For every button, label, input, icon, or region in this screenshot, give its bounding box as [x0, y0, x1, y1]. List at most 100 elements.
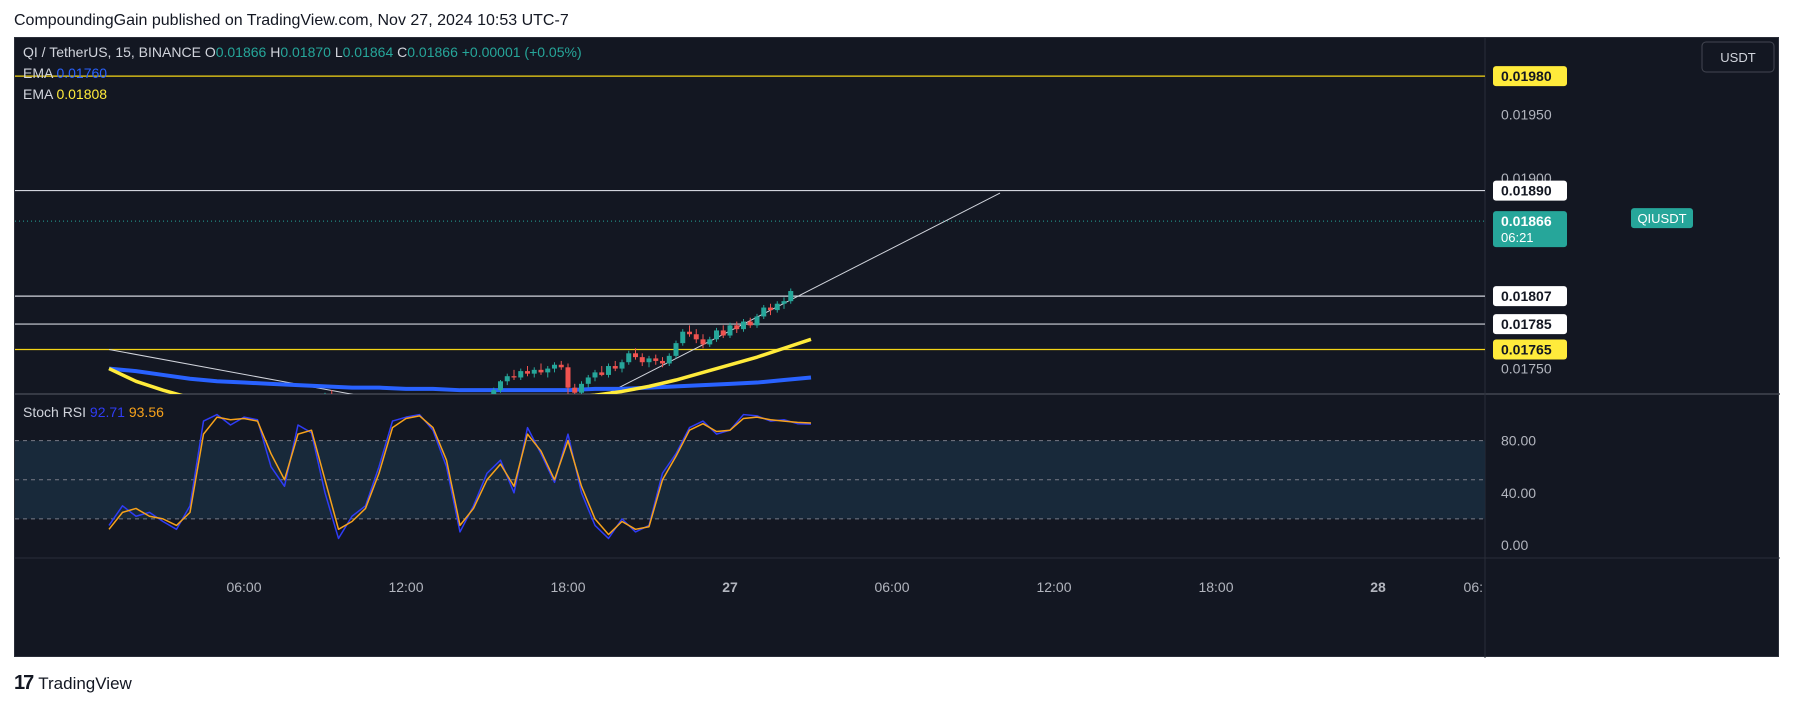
price-tag[interactable]: 0.01807: [1493, 286, 1567, 307]
candle-body[interactable]: [558, 364, 564, 368]
candle-body[interactable]: [478, 404, 483, 405]
candle-body[interactable]: [485, 395, 490, 405]
candle-body[interactable]: [356, 399, 361, 403]
currency-button[interactable]: USDT: [1701, 41, 1775, 73]
chart-frame[interactable]: QI / TetherUS, 15, BINANCE O0.01866 H0.0…: [14, 37, 1780, 658]
candle-body[interactable]: [538, 369, 544, 373]
price-tag[interactable]: 0.01980: [1493, 66, 1567, 87]
candle-body[interactable]: [714, 330, 719, 340]
candle-body[interactable]: [754, 316, 760, 326]
candle-body[interactable]: [431, 411, 436, 414]
currency-button-label[interactable]: USDT: [1720, 50, 1755, 65]
candle-body[interactable]: [545, 368, 551, 373]
candle-body[interactable]: [693, 334, 699, 340]
candle-body[interactable]: [606, 366, 611, 375]
candle-body[interactable]: [552, 364, 557, 369]
candle-body[interactable]: [464, 408, 469, 411]
ohlc-legend[interactable]: QI / TetherUS, 15, BINANCE O0.01866 H0.0…: [23, 44, 582, 102]
candle-body[interactable]: [525, 371, 530, 374]
chart-canvas[interactable]: QI / TetherUS, 15, BINANCE O0.01866 H0.0…: [15, 38, 1780, 658]
candle-body[interactable]: [498, 381, 503, 391]
last-price-box[interactable]: [1493, 211, 1567, 248]
price-tag[interactable]: 0.01765: [1493, 339, 1567, 360]
candle-body[interactable]: [572, 387, 578, 393]
candle-body[interactable]: [680, 331, 686, 344]
candle-body[interactable]: [343, 398, 348, 402]
stoch-d-line[interactable]: [108, 415, 812, 536]
candle-body[interactable]: [788, 291, 794, 302]
candle-body[interactable]: [774, 303, 780, 311]
currency-button-box[interactable]: [1701, 41, 1775, 73]
candle-body[interactable]: [579, 383, 584, 393]
candle-body[interactable]: [458, 408, 463, 413]
candle-body[interactable]: [329, 395, 334, 398]
symbol-badge-box[interactable]: [1631, 208, 1693, 229]
candle-body[interactable]: [781, 301, 787, 304]
candle-body[interactable]: [592, 372, 598, 378]
candle-body[interactable]: [410, 409, 415, 410]
candle-body[interactable]: [383, 405, 388, 408]
candle-body[interactable]: [747, 321, 753, 326]
candle-body[interactable]: [511, 376, 517, 378]
candle-body[interactable]: [653, 358, 659, 361]
candle-body[interactable]: [768, 307, 773, 311]
candle-body[interactable]: [336, 398, 341, 402]
candle-body[interactable]: [518, 371, 524, 378]
candle-body[interactable]: [424, 411, 429, 412]
ema-slow-line[interactable]: [108, 366, 812, 393]
candle-body[interactable]: [437, 412, 442, 413]
candle-body[interactable]: [504, 376, 510, 382]
trendline[interactable]: [108, 349, 406, 405]
candle-body[interactable]: [323, 395, 328, 401]
price-tag-box[interactable]: [1493, 66, 1567, 87]
ema-fast-line[interactable]: [108, 337, 812, 408]
candle-body[interactable]: [491, 390, 497, 395]
candle-body[interactable]: [390, 408, 395, 409]
candle-body[interactable]: [761, 307, 767, 317]
candle-body[interactable]: [417, 411, 422, 412]
candle-body[interactable]: [720, 330, 726, 336]
candle-body[interactable]: [660, 360, 665, 364]
candle-body[interactable]: [734, 325, 740, 330]
candle-body[interactable]: [687, 331, 692, 335]
candle-body[interactable]: [646, 358, 652, 363]
candle-body[interactable]: [471, 404, 476, 410]
candle-body[interactable]: [451, 413, 456, 414]
symbol-badge[interactable]: QIUSDT: [1631, 208, 1693, 229]
candle-body[interactable]: [700, 339, 706, 345]
rsi-legend[interactable]: Stoch RSI 92.71 93.56: [23, 404, 164, 420]
candle-body[interactable]: [363, 399, 368, 404]
legend-line-ohlc[interactable]: QI / TetherUS, 15, BINANCE O0.01866 H0.0…: [23, 44, 582, 60]
candle-body[interactable]: [741, 321, 746, 330]
candle-body[interactable]: [350, 398, 355, 403]
candle-body[interactable]: [404, 407, 409, 410]
candle-body[interactable]: [599, 372, 605, 375]
legend-ema-slow[interactable]: EMA 0.01760: [23, 65, 107, 81]
price-tag[interactable]: 0.01785: [1493, 314, 1567, 335]
candle-body[interactable]: [633, 353, 638, 358]
candle-body[interactable]: [531, 369, 537, 374]
candle-body[interactable]: [666, 355, 672, 364]
candle-body[interactable]: [639, 357, 645, 363]
candle-body[interactable]: [626, 353, 632, 363]
candle-body[interactable]: [619, 362, 625, 369]
candle-body[interactable]: [707, 339, 713, 345]
price-tag-box[interactable]: [1493, 314, 1567, 335]
candle-body[interactable]: [444, 412, 449, 415]
candle-body[interactable]: [377, 402, 382, 406]
legend-ema-fast[interactable]: EMA 0.01808: [23, 86, 107, 102]
price-tag[interactable]: 0.01890: [1493, 180, 1567, 201]
candle-body[interactable]: [565, 367, 571, 388]
price-tag-box[interactable]: [1493, 286, 1567, 307]
candle-body[interactable]: [585, 377, 591, 384]
candle-body[interactable]: [370, 402, 375, 405]
rsi-pane[interactable]: [15, 413, 1485, 540]
candle-body[interactable]: [673, 343, 679, 356]
candle-body[interactable]: [727, 325, 733, 336]
candle-body[interactable]: [612, 366, 618, 369]
price-tag-box[interactable]: [1493, 180, 1567, 201]
main-pane[interactable]: [15, 75, 1485, 417]
candle-body[interactable]: [397, 407, 402, 410]
stoch-k-line[interactable]: [108, 413, 812, 540]
